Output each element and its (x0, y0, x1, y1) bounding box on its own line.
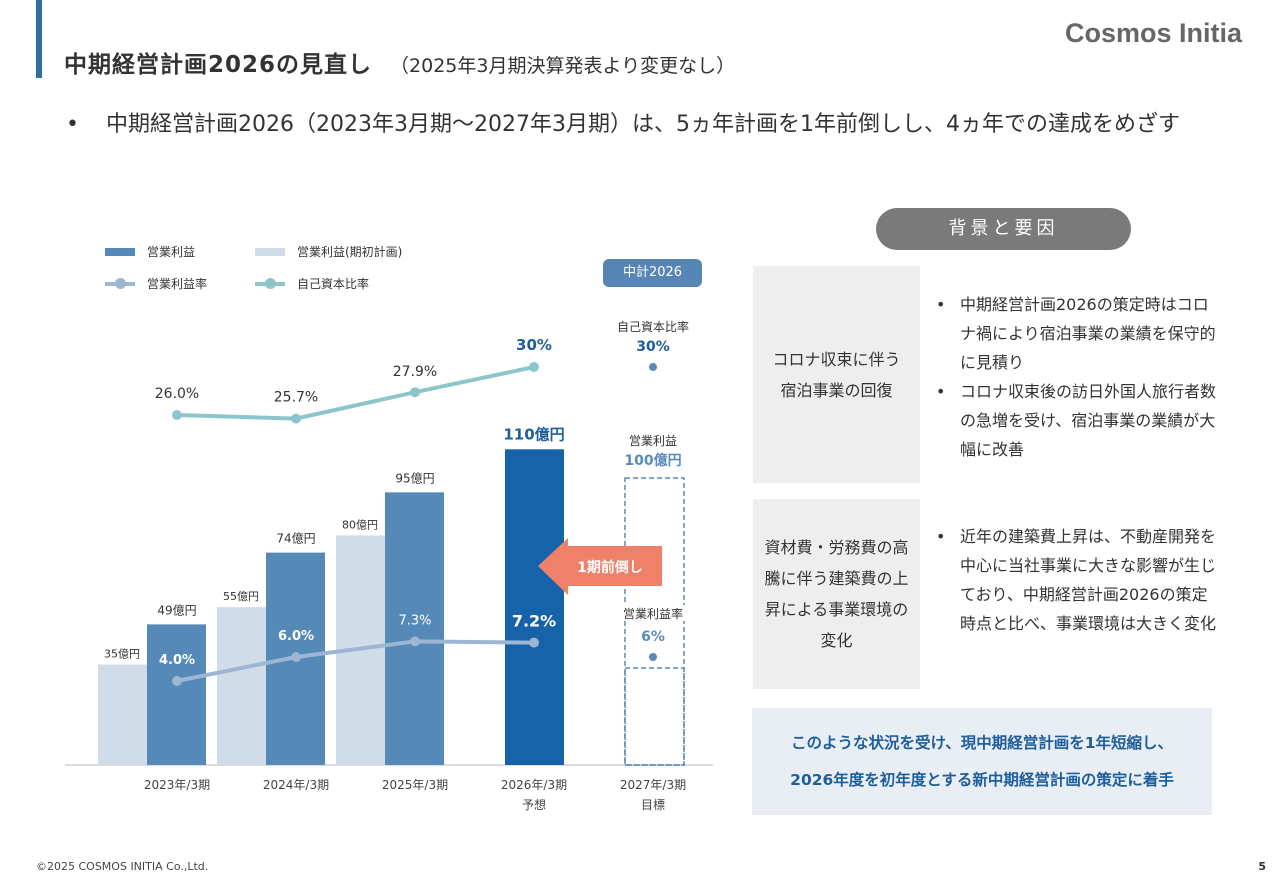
plan-badge: 中計2026 (603, 259, 702, 287)
factor-1-points: 中期経営計画2026の策定時はコロナ禍により宿泊事業の業績を保守的に見積り コロ… (930, 290, 1220, 464)
x-tick-label: 予想 (522, 797, 546, 812)
bar-operating-profit (505, 449, 564, 765)
target-margin-value: 6% (641, 629, 665, 645)
arrow-label: 1期前倒し (577, 559, 643, 576)
bar-label-operating-profit: 95億円 (395, 471, 434, 485)
target-margin-label-bg (615, 605, 693, 621)
legend-label: 営業利益 (147, 245, 196, 259)
operating-margin-point (291, 652, 301, 662)
bar-label-operating-profit: 49億円 (157, 603, 196, 617)
target-profit-value: 100億円 (624, 452, 681, 469)
legend-label: 営業利益率 (147, 277, 208, 291)
chart: 35億円 49億円 2023年/3期 55億円 74億円 2024年/3期 80億円 95億円… (65, 319, 713, 812)
factor-2-title: 資材費・労務費の高騰に伴う建築費の上昇による事業環境の変化 (753, 499, 920, 689)
chart-svg: 35億円 49億円 2023年/3期 55億円 74億円 2024年/3期 80億円 95億円… (65, 319, 713, 812)
factor-point: 中期経営計画2026の策定時はコロナ禍により宿泊事業の業績を保守的に見積り (930, 290, 1220, 377)
factor-2-points: 近年の建築費上昇は、不動産開発を中心に当社事業に大きな影響が生じており、中期経営… (930, 522, 1220, 638)
summary-text: 中期経営計画2026（2023年3月期～2027年3月期）は、5ヵ年計画を1年前… (106, 112, 1180, 137)
x-tick-label: 2023年/3期 (144, 778, 210, 792)
factor-point: 近年の建築費上昇は、不動産開発を中心に当社事業に大きな影響が生じており、中期経営… (930, 522, 1220, 638)
equity-ratio-point (172, 410, 182, 420)
summary-bullet: • 中期経営計画2026（2023年3月期～2027年3月期）は、5ヵ年計画を1年… (66, 108, 1216, 142)
target-equity-point (649, 363, 657, 371)
factor-point: コロナ収束後の訪日外国人旅行者数の急増を受け、宿泊事業の業績が大幅に改善 (930, 377, 1220, 464)
operating-margin-label: 7.3% (398, 613, 431, 628)
legend-margin: 営業利益率 (105, 275, 207, 292)
bar-initial-plan (98, 664, 147, 765)
equity-ratio-point (410, 387, 420, 398)
equity-ratio-label: 26.0% (155, 386, 199, 402)
title-text: 中期経営計画2026の見直し (64, 52, 373, 78)
operating-margin-label: 7.2% (512, 612, 556, 631)
x-tick-label: 2026年/3期 (501, 778, 567, 792)
arrow-left-icon (538, 538, 662, 595)
equity-ratio-point (529, 362, 539, 372)
conclusion-line: このような状況を受け、現中期経営計画を1年短縮し、 (790, 734, 1173, 752)
accent-bar (36, 0, 42, 78)
legend-operating-profit: 営業利益 (105, 243, 195, 260)
bar-label-initial-plan: 80億円 (342, 518, 378, 531)
equity-ratio-line (176, 365, 535, 421)
title-subtitle: （2025年3月期決算発表より変更なし） (390, 55, 736, 77)
operating-margin-point (529, 637, 539, 648)
x-tick-label: 2027年/3期 (620, 778, 686, 792)
x-tick-label: 目標 (641, 798, 665, 812)
bar-initial-plan (217, 607, 266, 765)
conclusion-line: 2026年度を初年度とする新中期経営計画の策定に着手 (790, 771, 1174, 789)
operating-margin-label: 4.0% (159, 653, 195, 668)
target-box (624, 667, 685, 766)
operating-margin-label: 6.0% (278, 629, 314, 644)
bar-operating-profit (385, 492, 444, 765)
page-number: 5 (1258, 860, 1266, 873)
factor-1-title: コロナ収束に伴う宿泊事業の回復 (753, 266, 920, 483)
operating-margin-point (410, 636, 420, 647)
bar-label-operating-profit: 110億円 (503, 425, 564, 443)
equity-ratio-label: 27.9% (393, 364, 437, 380)
legend-label: 営業利益(期初計画) (297, 245, 403, 259)
operating-margin-point (172, 676, 182, 686)
page-title: 中期経営計画2026の見直し （2025年3月期決算発表より変更なし） (64, 45, 735, 79)
equity-ratio-point (291, 413, 301, 424)
x-tick-label: 2024年/3期 (263, 778, 329, 792)
conclusion-box: このような状況を受け、現中期経営計画を1年短縮し、 2026年度を初年度とする新… (752, 708, 1212, 815)
logo: Cosmos Initia (1064, 18, 1242, 48)
bar-label-initial-plan: 35億円 (104, 648, 140, 661)
target-equity-value: 30% (636, 339, 670, 355)
legend-label: 自己資本比率 (297, 277, 370, 291)
bar-label-initial-plan: 55億円 (223, 590, 259, 603)
equity-ratio-label: 25.7% (274, 390, 318, 406)
operating-margin-line (176, 639, 535, 683)
equity-ratio-label: 30% (516, 336, 552, 354)
copyright: ©2025 COSMOS INITIA Co.,Ltd. (36, 860, 209, 873)
legend-equity-ratio: 自己資本比率 (255, 275, 369, 292)
target-margin-point (649, 653, 657, 661)
target-margin-label: 営業利益率 (623, 606, 683, 621)
x-tick-label: 2025年/3期 (382, 778, 448, 792)
background-heading: 背景と要因 (876, 208, 1131, 250)
target-profit-label: 営業利益 (629, 434, 677, 448)
target-equity-label: 自己資本比率 (617, 319, 689, 334)
bar-operating-profit (147, 624, 206, 765)
bar-label-operating-profit: 74億円 (276, 532, 315, 546)
target-profit-bar (624, 477, 685, 766)
legend-initial-plan: 営業利益(期初計画) (255, 243, 402, 260)
